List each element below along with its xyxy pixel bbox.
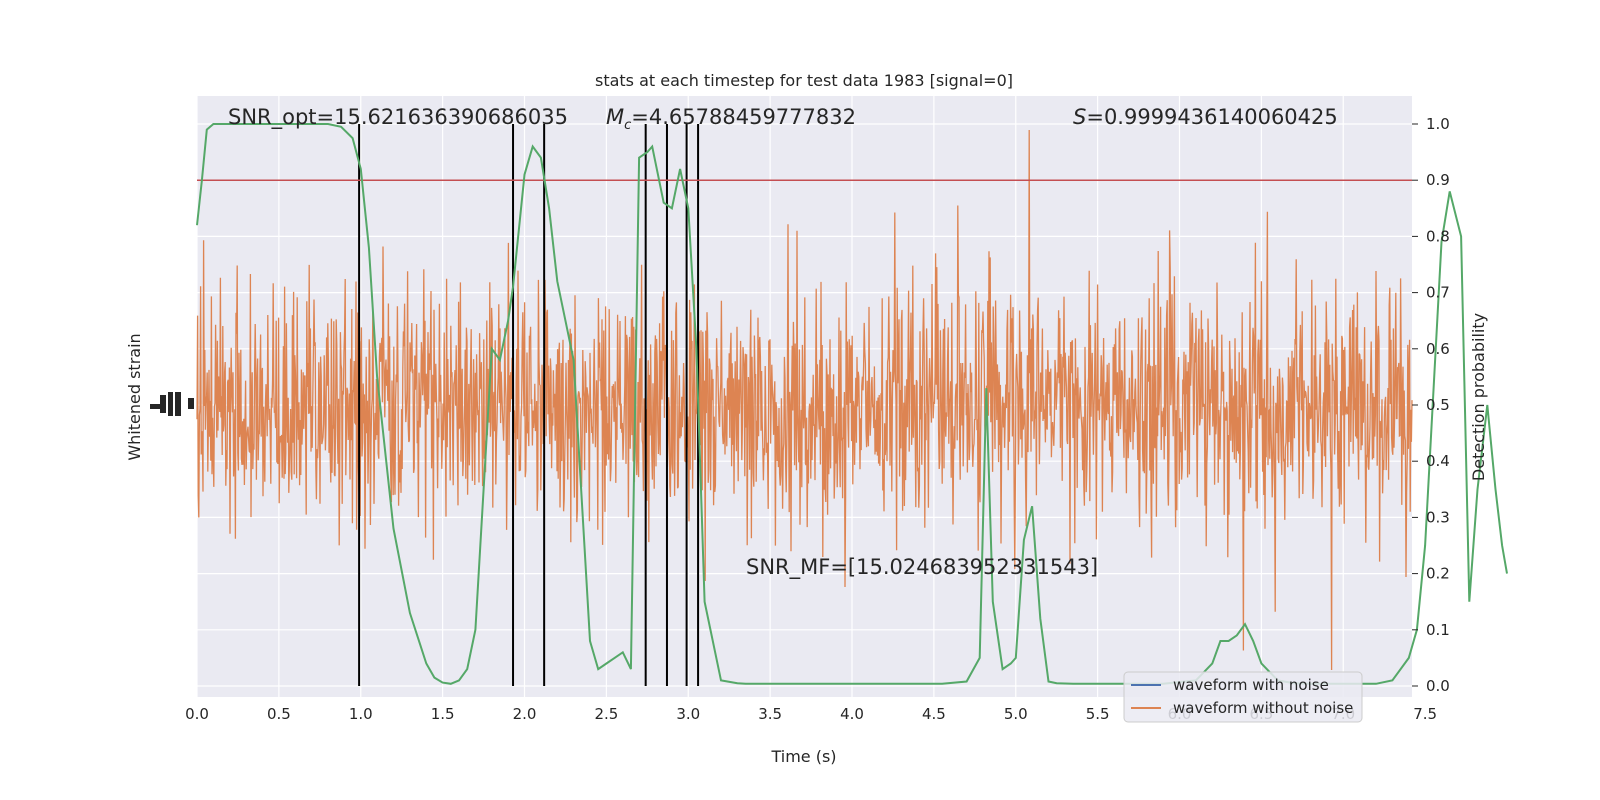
y-axis-label-right: Detection probability: [1469, 313, 1488, 481]
chart-title: stats at each timestep for test data 198…: [595, 71, 1013, 90]
snr-opt-annotation: SNR_opt=15.621636390686035: [228, 105, 568, 130]
x-tick-label: 2.0: [513, 705, 537, 723]
y-tick-label: 0.8: [1426, 227, 1450, 245]
y-tick-labels-right: 0.0 0.1 0.2 0.3 0.4 0.5 0.6 0.7 0.8 0.9 1.0: [1412, 115, 1450, 695]
legend-box: [1123, 671, 1363, 723]
y-tick-label: 0.1: [1426, 621, 1450, 639]
y-tick-label: 0.0: [1426, 677, 1450, 695]
strain-waveform-without-noise: [196, 129, 1413, 671]
x-tick-label: 4.0: [840, 705, 864, 723]
y-tick-label: 0.7: [1426, 284, 1450, 302]
legend-label-without-noise: waveform without noise: [1173, 699, 1353, 717]
x-tick-label: 3.5: [758, 705, 782, 723]
legend-label-with-noise: waveform with noise: [1173, 676, 1329, 694]
x-tick-label: 5.5: [1086, 705, 1110, 723]
y-tick-label: 0.9: [1426, 171, 1450, 189]
chirp-mass-annotation: Mc=4.65788459777832: [606, 105, 856, 133]
snr-mf-annotation: SNR_MF=[15.024683952331543]: [746, 555, 1098, 580]
x-tick-label: 5.0: [1004, 705, 1028, 723]
left-axis-collapsed-ticks: [150, 392, 194, 416]
x-tick-label: 0.0: [185, 705, 209, 723]
x-tick-label: 2.5: [594, 705, 618, 723]
x-tick-label: 0.5: [267, 705, 291, 723]
x-tick-label: 4.5: [922, 705, 946, 723]
s-annotation: S=0.9999436140060425: [1073, 105, 1338, 129]
y-tick-label: 0.3: [1426, 508, 1450, 526]
y-tick-label: 0.5: [1426, 396, 1450, 414]
legend: waveform with noise waveform without noi…: [1123, 671, 1363, 723]
y-tick-label: 0.6: [1426, 340, 1450, 358]
x-tick-label: 1.0: [349, 705, 373, 723]
x-tick-label: 7.5: [1413, 705, 1437, 723]
y-tick-label: 0.2: [1426, 565, 1450, 583]
strain-trace: [196, 129, 1413, 671]
x-tick-label: 3.0: [676, 705, 700, 723]
x-axis-label: Time (s): [770, 747, 836, 766]
y-axis-label-left: Whitened strain: [125, 333, 144, 460]
x-tick-label: 1.5: [431, 705, 455, 723]
y-tick-label: 0.4: [1426, 452, 1450, 470]
y-tick-label: 1.0: [1426, 115, 1450, 133]
